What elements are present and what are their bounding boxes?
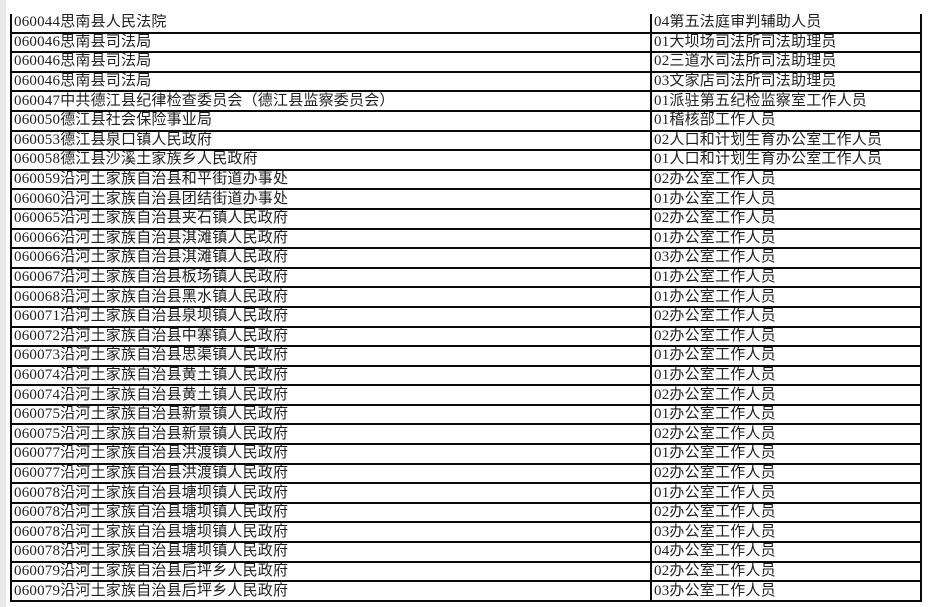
table-row: 060067沿河土家族自治县板场镇人民政府 01办公室工作人员 [10,266,922,289]
job-positions-table: 060044思南县人民法院 04第五法庭审判辅助人员 060046思南县司法局 01大… [10,14,922,602]
agency-cell: 060077沿河土家族自治县洪渡镇人民政府 [10,443,652,465]
position-cell: 02办公室工作人员 [650,325,922,348]
table-row: 060075沿河土家族自治县新景镇人民政府 01办公室工作人员 [10,403,922,426]
position-cell: 03文家店司法所司法助理员 [650,70,922,93]
table-row: 060060沿河土家族自治县团结街道办事处 01办公室工作人员 [10,188,922,210]
table-row: 060065沿河土家族自治县夹石镇人民政府 02办公室工作人员 [10,207,922,230]
table-row: 060044思南县人民法院 04第五法庭审判辅助人员 [10,14,922,34]
table-row: 060068沿河土家族自治县黑水镇人民政府 01办公室工作人员 [10,286,922,308]
agency-cell: 060079沿河土家族自治县后坪乡人民政府 [10,560,652,583]
agency-cell: 060044思南县人民法院 [10,14,652,34]
table-row: 060078沿河土家族自治县塘坝镇人民政府 01办公室工作人员 [10,482,922,504]
position-cell: 04办公室工作人员 [650,541,922,563]
agency-cell: 060073沿河土家族自治县思渠镇人民政府 [10,345,652,367]
position-cell: 02办公室工作人员 [650,560,922,583]
agency-cell: 060050德江县社会保险事业局 [10,109,652,132]
position-cell: 01办公室工作人员 [650,266,922,289]
position-cell: 02办公室工作人员 [650,168,922,191]
agency-cell: 060078沿河土家族自治县塘坝镇人民政府 [10,521,652,544]
agency-cell: 060074沿河土家族自治县黄土镇人民政府 [10,384,652,406]
position-cell: 01人口和计划生育办公室工作人员 [650,149,922,171]
table-row: 060046思南县司法局 01大坝场司法所司法助理员 [10,31,922,54]
agency-cell: 060046思南县司法局 [10,51,652,73]
agency-cell: 060078沿河土家族自治县塘坝镇人民政府 [10,501,652,524]
agency-cell: 060071沿河土家族自治县泉坝镇人民政府 [10,305,652,328]
table-row: 060058德江县沙溪土家族乡人民政府 01人口和计划生育办公室工作人员 [10,149,922,171]
position-cell: 02办公室工作人员 [650,305,922,328]
agency-cell: 060072沿河土家族自治县中寨镇人民政府 [10,325,652,348]
table-row: 060066沿河土家族自治县淇滩镇人民政府 03办公室工作人员 [10,247,922,269]
agency-cell: 060047中共德江县纪律检查委员会（德江县监察委员会） [10,90,652,112]
position-cell: 01办公室工作人员 [650,227,922,250]
position-cell: 04第五法庭审判辅助人员 [650,14,922,34]
table-row: 060071沿河土家族自治县泉坝镇人民政府 02办公室工作人员 [10,305,922,328]
position-cell: 01办公室工作人员 [650,482,922,504]
table-row: 060074沿河土家族自治县黄土镇人民政府 02办公室工作人员 [10,384,922,406]
table-row: 060074沿河土家族自治县黄土镇人民政府 01办公室工作人员 [10,364,922,387]
position-cell: 01派驻第五纪检监察室工作人员 [650,90,922,112]
agency-cell: 060068沿河土家族自治县黑水镇人民政府 [10,286,652,308]
agency-cell: 060046思南县司法局 [10,31,652,54]
position-cell: 01稽核部工作人员 [650,109,922,132]
table-row: 060077沿河土家族自治县洪渡镇人民政府 01办公室工作人员 [10,443,922,465]
agency-cell: 060058德江县沙溪土家族乡人民政府 [10,149,652,171]
position-cell: 01办公室工作人员 [650,345,922,367]
position-cell: 02三道水司法所司法助理员 [650,51,922,73]
table-row: 060078沿河土家族自治县塘坝镇人民政府 02办公室工作人员 [10,501,922,524]
agency-cell: 060046思南县司法局 [10,70,652,93]
agency-cell: 060060沿河土家族自治县团结街道办事处 [10,188,652,210]
table-body: 060044思南县人民法院 04第五法庭审判辅助人员 060046思南县司法局 01大… [10,14,922,602]
table-row: 060072沿河土家族自治县中寨镇人民政府 02办公室工作人员 [10,325,922,348]
agency-cell: 060053德江县泉口镇人民政府 [10,129,652,152]
table-row: 060079沿河土家族自治县后坪乡人民政府 02办公室工作人员 [10,560,922,583]
table-row: 060053德江县泉口镇人民政府 02人口和计划生育办公室工作人员 [10,129,922,152]
position-cell: 02办公室工作人员 [650,207,922,230]
table-row: 060050德江县社会保险事业局 01稽核部工作人员 [10,109,922,132]
position-cell: 01办公室工作人员 [650,188,922,210]
table-row: 060046思南县司法局 03文家店司法所司法助理员 [10,70,922,93]
scan-edge-artifact [0,0,6,607]
table-row: 060075沿河土家族自治县新景镇人民政府 02办公室工作人员 [10,423,922,446]
position-cell: 02办公室工作人员 [650,384,922,406]
agency-cell: 060066沿河土家族自治县淇滩镇人民政府 [10,227,652,250]
table-row: 060079沿河土家族自治县后坪乡人民政府 03办公室工作人员 [10,580,922,602]
agency-cell: 060059沿河土家族自治县和平街道办事处 [10,168,652,191]
table-row: 060078沿河土家族自治县塘坝镇人民政府 04办公室工作人员 [10,541,922,563]
position-cell: 01办公室工作人员 [650,443,922,465]
position-cell: 02人口和计划生育办公室工作人员 [650,129,922,152]
position-cell: 03办公室工作人员 [650,521,922,544]
table-row: 060047中共德江县纪律检查委员会（德江县监察委员会） 01派驻第五纪检监察室工… [10,90,922,112]
position-cell: 02办公室工作人员 [650,501,922,524]
agency-cell: 060079沿河土家族自治县后坪乡人民政府 [10,580,652,602]
agency-cell: 060075沿河土家族自治县新景镇人民政府 [10,423,652,446]
table-row: 060046思南县司法局 02三道水司法所司法助理员 [10,51,922,73]
table-row: 060059沿河土家族自治县和平街道办事处 02办公室工作人员 [10,168,922,191]
position-cell: 02办公室工作人员 [650,423,922,446]
position-cell: 02办公室工作人员 [650,462,922,485]
agency-cell: 060077沿河土家族自治县洪渡镇人民政府 [10,462,652,485]
position-cell: 01办公室工作人员 [650,286,922,308]
agency-cell: 060078沿河土家族自治县塘坝镇人民政府 [10,482,652,504]
agency-cell: 060074沿河土家族自治县黄土镇人民政府 [10,364,652,387]
table-row: 060066沿河土家族自治县淇滩镇人民政府 01办公室工作人员 [10,227,922,250]
agency-cell: 060065沿河土家族自治县夹石镇人民政府 [10,207,652,230]
agency-cell: 060075沿河土家族自治县新景镇人民政府 [10,403,652,426]
table-row: 060073沿河土家族自治县思渠镇人民政府 01办公室工作人员 [10,345,922,367]
position-cell: 01办公室工作人员 [650,403,922,426]
agency-cell: 060066沿河土家族自治县淇滩镇人民政府 [10,247,652,269]
position-cell: 01办公室工作人员 [650,364,922,387]
table-row: 060077沿河土家族自治县洪渡镇人民政府 02办公室工作人员 [10,462,922,485]
agency-cell: 060067沿河土家族自治县板场镇人民政府 [10,266,652,289]
table-row: 060078沿河土家族自治县塘坝镇人民政府 03办公室工作人员 [10,521,922,544]
agency-cell: 060078沿河土家族自治县塘坝镇人民政府 [10,541,652,563]
position-cell: 03办公室工作人员 [650,580,922,602]
position-cell: 01大坝场司法所司法助理员 [650,31,922,54]
position-cell: 03办公室工作人员 [650,247,922,269]
